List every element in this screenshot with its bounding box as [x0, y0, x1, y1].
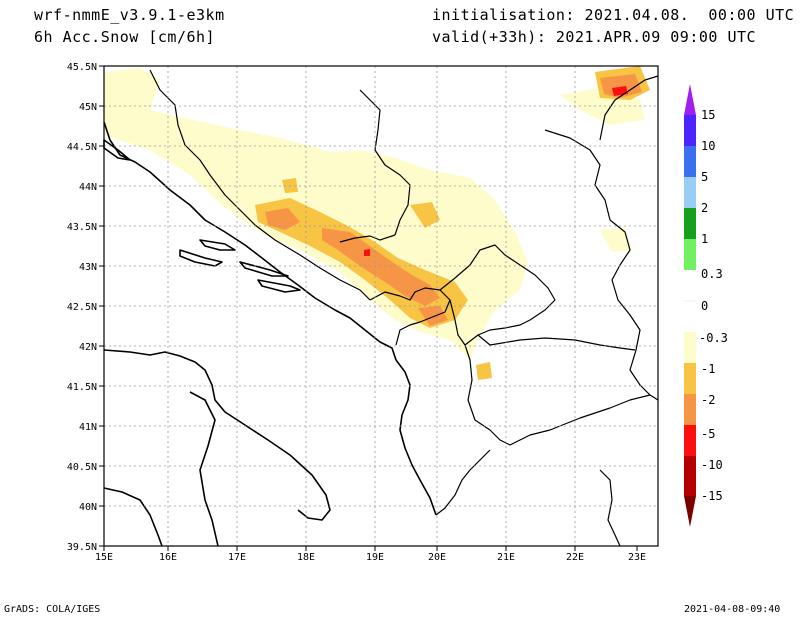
colorbar-box — [684, 456, 696, 496]
snow-area-light-e — [600, 228, 632, 252]
lon-labels: 15E 16E 17E 18E 19E 20E 21E 22E 23E — [95, 552, 646, 563]
colorbar-box — [684, 270, 696, 301]
lat-label: 44N — [79, 182, 97, 193]
colorbar-box — [684, 332, 696, 363]
colorbar-label: -15 — [701, 489, 723, 503]
lat-label: 42.5N — [67, 302, 97, 313]
bosnia-montenegro-border — [339, 234, 396, 243]
lat-label: 39.5N — [67, 542, 97, 553]
lat-label: 41.5N — [67, 382, 97, 393]
lat-label: 45N — [79, 102, 97, 113]
lon-label: 17E — [228, 552, 246, 563]
colorbar-label: -5 — [701, 427, 715, 441]
lat-label: 41N — [79, 422, 97, 433]
colorbar-label: 0 — [701, 299, 708, 313]
colorbar-label: -10 — [701, 458, 723, 472]
colorbar-top-arrow — [684, 84, 696, 115]
island-2 — [199, 239, 236, 251]
colorbar-labels: 15 10 5 2 1 0.3 0 -0.3 -1 -2 -5 -10 -15 — [699, 108, 728, 503]
lat-label: 43.5N — [67, 222, 97, 233]
colorbar-box — [684, 239, 696, 270]
timestamp-text: 2021-04-08-09:40 — [684, 604, 781, 615]
borders — [149, 69, 659, 547]
colorbar-label: 5 — [701, 170, 708, 184]
colorbar-box — [684, 425, 696, 456]
croatia-bosnia-border — [149, 69, 371, 301]
colorbar-label: 0.3 — [701, 267, 723, 281]
island-1 — [179, 249, 223, 267]
adriatic-east-coast — [103, 121, 397, 361]
snow-area-heavy — [265, 208, 300, 230]
bulgaria-border — [599, 75, 659, 141]
lon-label: 21E — [497, 552, 515, 563]
bosnia-serbia-border — [359, 89, 411, 236]
colorbar-label: -1 — [701, 362, 715, 376]
model-name: wrf-nmmE_v3.9.1-e3km — [34, 6, 225, 24]
init-time: initialisation: 2021.04.08. 00:00 UTC — [432, 6, 795, 24]
lat-labels: 45.5N 45N 44.5N 44N 43.5N 43N 42.5N 42N … — [67, 62, 97, 553]
colorbar-box — [684, 146, 696, 177]
snow-area-heavy-ne — [600, 74, 642, 98]
colorbar-box — [684, 115, 696, 146]
italy-heel — [103, 487, 163, 547]
colorbar-box — [684, 301, 696, 332]
colorbar-label: 2 — [701, 201, 708, 215]
lat-label: 45.5N — [67, 62, 97, 73]
albania-east-border — [464, 344, 651, 446]
credit-text: GrADS: COLA/IGES — [4, 604, 101, 615]
lon-label: 20E — [428, 552, 446, 563]
lat-label: 42N — [79, 342, 97, 353]
valid-time: valid(+33h): 2021.APR.09 09:00 UTC — [432, 28, 757, 46]
snow-area-heavy-2 — [322, 228, 440, 306]
montenegro-outline — [369, 287, 451, 346]
colorbar-label: 1 — [701, 232, 708, 246]
coastlines — [103, 121, 437, 547]
north-macedonia-border — [477, 334, 636, 351]
colorbar-box — [684, 363, 696, 394]
island-4 — [257, 279, 301, 293]
colorbar-label: -0.3 — [699, 331, 728, 345]
serbia-east-border — [544, 129, 659, 401]
snow-shading — [104, 66, 650, 380]
lon-label: 18E — [297, 552, 315, 563]
lon-label: 19E — [366, 552, 384, 563]
colorbar-label: 15 — [701, 108, 715, 122]
grid-lines — [104, 66, 658, 546]
island-3 — [239, 261, 289, 277]
colorbar-box — [684, 208, 696, 239]
lat-label: 40N — [79, 502, 97, 513]
lat-label: 40.5N — [67, 462, 97, 473]
gargano — [189, 391, 219, 547]
albania-greece-border — [435, 449, 491, 516]
snow-area-medium-4 — [476, 362, 492, 380]
colorbar-label: -2 — [701, 393, 715, 407]
snow-area-heavy-3 — [418, 306, 448, 326]
lon-label: 15E — [95, 552, 113, 563]
field-name: 6h Acc.Snow [cm/6h] — [34, 28, 216, 46]
colorbar-box — [684, 177, 696, 208]
lon-label: 22E — [566, 552, 584, 563]
snow-area-medium-2 — [410, 202, 440, 228]
lat-label: 44.5N — [67, 142, 97, 153]
colorbar-label: 10 — [701, 139, 715, 153]
italy-coast — [103, 349, 331, 521]
snow-area-max-2 — [364, 249, 370, 256]
lat-label: 43N — [79, 262, 97, 273]
tick-marks — [99, 65, 638, 551]
colorbar-bottom-arrow — [684, 496, 696, 527]
colorbar — [684, 84, 696, 527]
greece-coast — [599, 469, 621, 547]
kosovo-border — [439, 244, 556, 346]
albania-coast — [395, 359, 437, 516]
lon-label: 23E — [628, 552, 646, 563]
island-5 — [103, 139, 131, 161]
lon-label: 16E — [159, 552, 177, 563]
snow-area-medium-3 — [282, 178, 298, 193]
colorbar-box — [684, 394, 696, 425]
